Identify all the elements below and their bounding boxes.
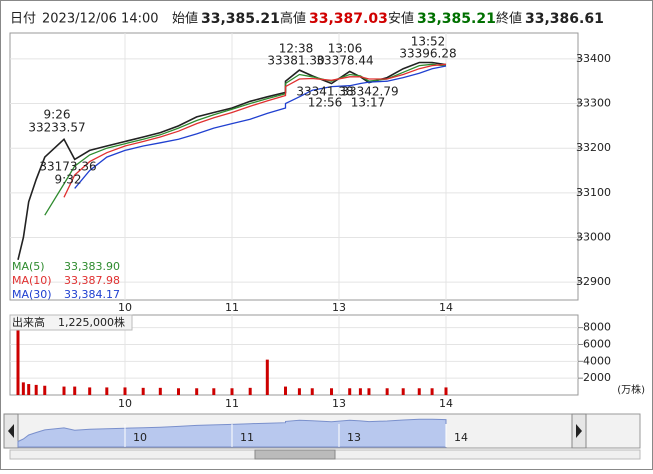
x-tick-label: 14 bbox=[439, 301, 453, 314]
y-tick-label: 32900 bbox=[576, 275, 611, 288]
volume-bar bbox=[367, 388, 371, 395]
annotation-time: 12:38 bbox=[279, 42, 314, 56]
navigator-label: 14 bbox=[454, 431, 468, 444]
volume-bar bbox=[88, 387, 92, 395]
high: 33,387.03 bbox=[309, 11, 388, 27]
navigator-label: 10 bbox=[133, 431, 147, 444]
volume-bar bbox=[248, 387, 252, 395]
volume-bar bbox=[284, 387, 287, 395]
low: 33,385.21 bbox=[417, 11, 496, 27]
datetime: 2023/12/06 14:00 bbox=[42, 12, 159, 27]
annotation-time: 13:17 bbox=[351, 96, 386, 110]
annotation-price: 33396.28 bbox=[399, 47, 456, 61]
volume-bar bbox=[141, 387, 145, 395]
y-tick-label: 33300 bbox=[576, 97, 611, 110]
volume-bar bbox=[444, 387, 448, 395]
low-label: 安値 bbox=[388, 11, 414, 27]
annotation-price: 33341.38 bbox=[296, 85, 353, 99]
navigator-label: 13 bbox=[347, 431, 361, 444]
legend-name: MA(30) bbox=[12, 288, 52, 301]
annotation-price: 33173.36 bbox=[39, 160, 96, 174]
y-tick-label: 33400 bbox=[576, 52, 611, 65]
volume-bar bbox=[212, 388, 216, 395]
annotation-time: 9:26 bbox=[44, 108, 71, 122]
volume-bar bbox=[16, 321, 20, 395]
legend-value: 33,387.98 bbox=[64, 274, 120, 287]
volume-bar bbox=[21, 382, 25, 395]
legend-name: MA(10) bbox=[12, 274, 52, 287]
y-tick-label: 33000 bbox=[576, 230, 611, 243]
legend-value: 33,384.17 bbox=[64, 288, 120, 301]
y-tick-label: 6000 bbox=[583, 337, 611, 350]
volume-bar bbox=[265, 359, 269, 395]
annotation-time: 13:06 bbox=[328, 42, 363, 56]
volume-panel bbox=[9, 314, 579, 396]
volume-bar bbox=[358, 388, 362, 395]
ma-line bbox=[74, 65, 447, 189]
volume-bar bbox=[73, 386, 77, 395]
volume-bar bbox=[310, 388, 314, 395]
y-tick-label: 33100 bbox=[576, 186, 611, 199]
volume-bar bbox=[27, 384, 31, 395]
annotation-price: 33378.44 bbox=[316, 54, 373, 68]
close-label: 終値 bbox=[496, 11, 522, 27]
y-tick-label: 33200 bbox=[576, 141, 611, 154]
legend-name: MA(5) bbox=[12, 260, 45, 273]
annotation-price: 33233.57 bbox=[28, 121, 85, 135]
volume-bar bbox=[43, 385, 47, 395]
open: 33,385.21 bbox=[201, 11, 280, 27]
annotation-price: 33342.79 bbox=[341, 85, 398, 99]
x-tick-label: 11 bbox=[225, 301, 239, 314]
volume-bar bbox=[297, 388, 301, 395]
scroll-thumb[interactable] bbox=[254, 449, 336, 460]
volume-bar bbox=[158, 387, 162, 395]
ma-line bbox=[44, 63, 447, 216]
volume-bar bbox=[62, 386, 66, 395]
x-tick-label: 13 bbox=[332, 397, 346, 410]
open-label: 始値 bbox=[172, 11, 198, 27]
x-tick-label: 11 bbox=[225, 397, 239, 410]
arrow-right bbox=[576, 424, 582, 438]
price-panel bbox=[9, 32, 579, 301]
volume-bar bbox=[34, 384, 38, 395]
legend-value: 33,383.90 bbox=[64, 260, 120, 273]
volume-title: 出来高 bbox=[12, 315, 45, 329]
y-tick-label: 2000 bbox=[583, 371, 611, 384]
x-tick-label: 13 bbox=[332, 301, 346, 314]
annotation-price: 33381.30 bbox=[267, 54, 324, 68]
volume-unit: (万株) bbox=[617, 383, 645, 396]
arrow-left bbox=[8, 424, 14, 438]
y-tick-label: 8000 bbox=[583, 321, 611, 334]
volume-bar bbox=[417, 388, 421, 395]
volume-bar bbox=[123, 387, 127, 395]
volume-bar bbox=[105, 387, 109, 395]
volume-bar bbox=[385, 388, 389, 395]
volume-bar bbox=[230, 388, 234, 395]
volume-bar bbox=[195, 388, 199, 395]
volume-bar bbox=[401, 388, 405, 395]
volume-label-bg bbox=[9, 314, 133, 331]
volume-bar bbox=[348, 388, 352, 395]
annotation-time: 13:52 bbox=[411, 35, 446, 49]
ma-line bbox=[63, 63, 447, 198]
high-label: 高値 bbox=[280, 11, 306, 27]
annotation-time: 12:56 bbox=[308, 96, 343, 110]
volume-bar bbox=[177, 388, 180, 395]
volume-bar bbox=[330, 388, 334, 395]
close: 33,386.61 bbox=[525, 11, 604, 27]
x-tick-label: 10 bbox=[118, 397, 132, 410]
x-tick-label: 14 bbox=[439, 397, 453, 410]
volume-total: 1,225,000株 bbox=[58, 315, 125, 329]
annotation-time: 9:32 bbox=[55, 173, 82, 187]
volume-bar bbox=[430, 388, 434, 395]
x-tick-label: 10 bbox=[118, 301, 132, 314]
navigator-label: 11 bbox=[240, 431, 254, 444]
date-label: 日付 bbox=[10, 12, 36, 27]
y-tick-label: 4000 bbox=[583, 354, 611, 367]
